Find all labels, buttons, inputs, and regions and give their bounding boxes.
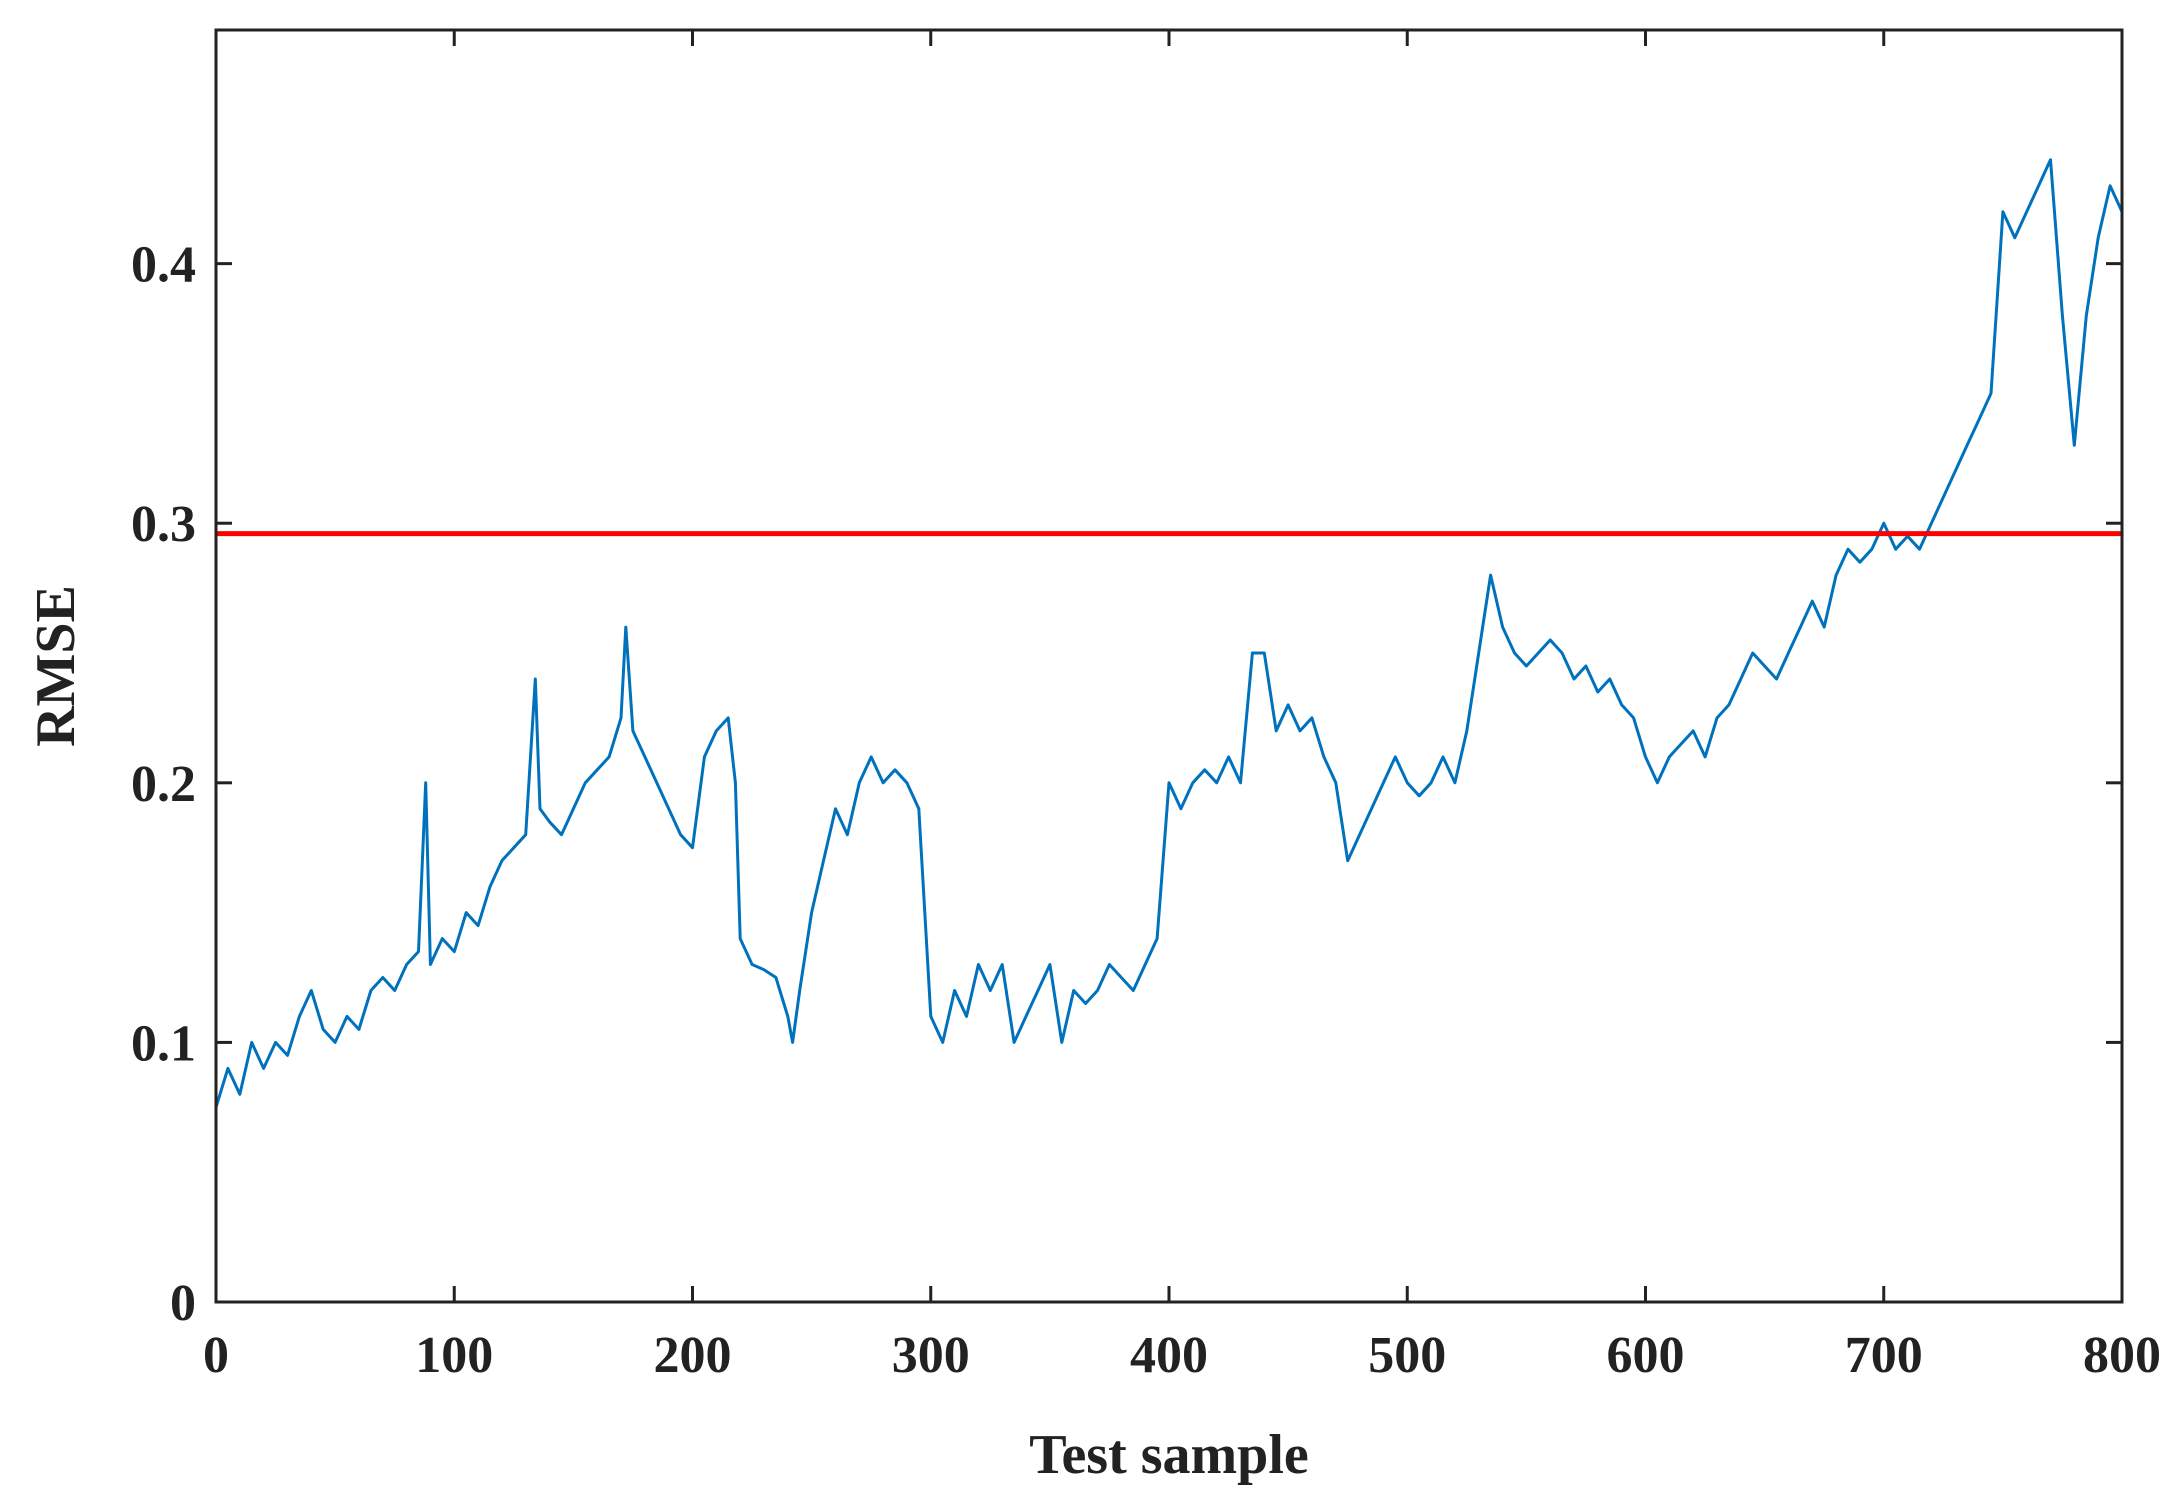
y-tick-label: 0 xyxy=(170,1275,196,1332)
x-tick-label: 500 xyxy=(1368,1327,1446,1384)
x-tick-label: 200 xyxy=(654,1327,732,1384)
x-tick-label: 700 xyxy=(1845,1327,1923,1384)
x-tick-label: 300 xyxy=(892,1327,970,1384)
y-tick-label: 0.2 xyxy=(131,756,196,813)
y-tick-label: 0.3 xyxy=(131,496,196,553)
series-layer xyxy=(214,158,2124,1108)
y-tick-label: 0.1 xyxy=(131,1015,196,1072)
x-tick-label: 0 xyxy=(203,1327,229,1384)
y-axis-label: RMSE xyxy=(25,585,87,747)
rmse-series-line xyxy=(214,158,2124,1108)
x-tick-label: 600 xyxy=(1607,1327,1685,1384)
x-tick-label: 400 xyxy=(1130,1327,1208,1384)
x-tick-label: 800 xyxy=(2083,1327,2161,1384)
x-tick-label: 100 xyxy=(415,1327,493,1384)
tick-layer: 0 100 200 300 400 500 600 700 800 0 0.1 0.2 0.3 0.4 xyxy=(131,30,2161,1384)
x-axis-label: Test sample xyxy=(1029,1424,1309,1486)
y-tick-label: 0.4 xyxy=(131,237,196,294)
